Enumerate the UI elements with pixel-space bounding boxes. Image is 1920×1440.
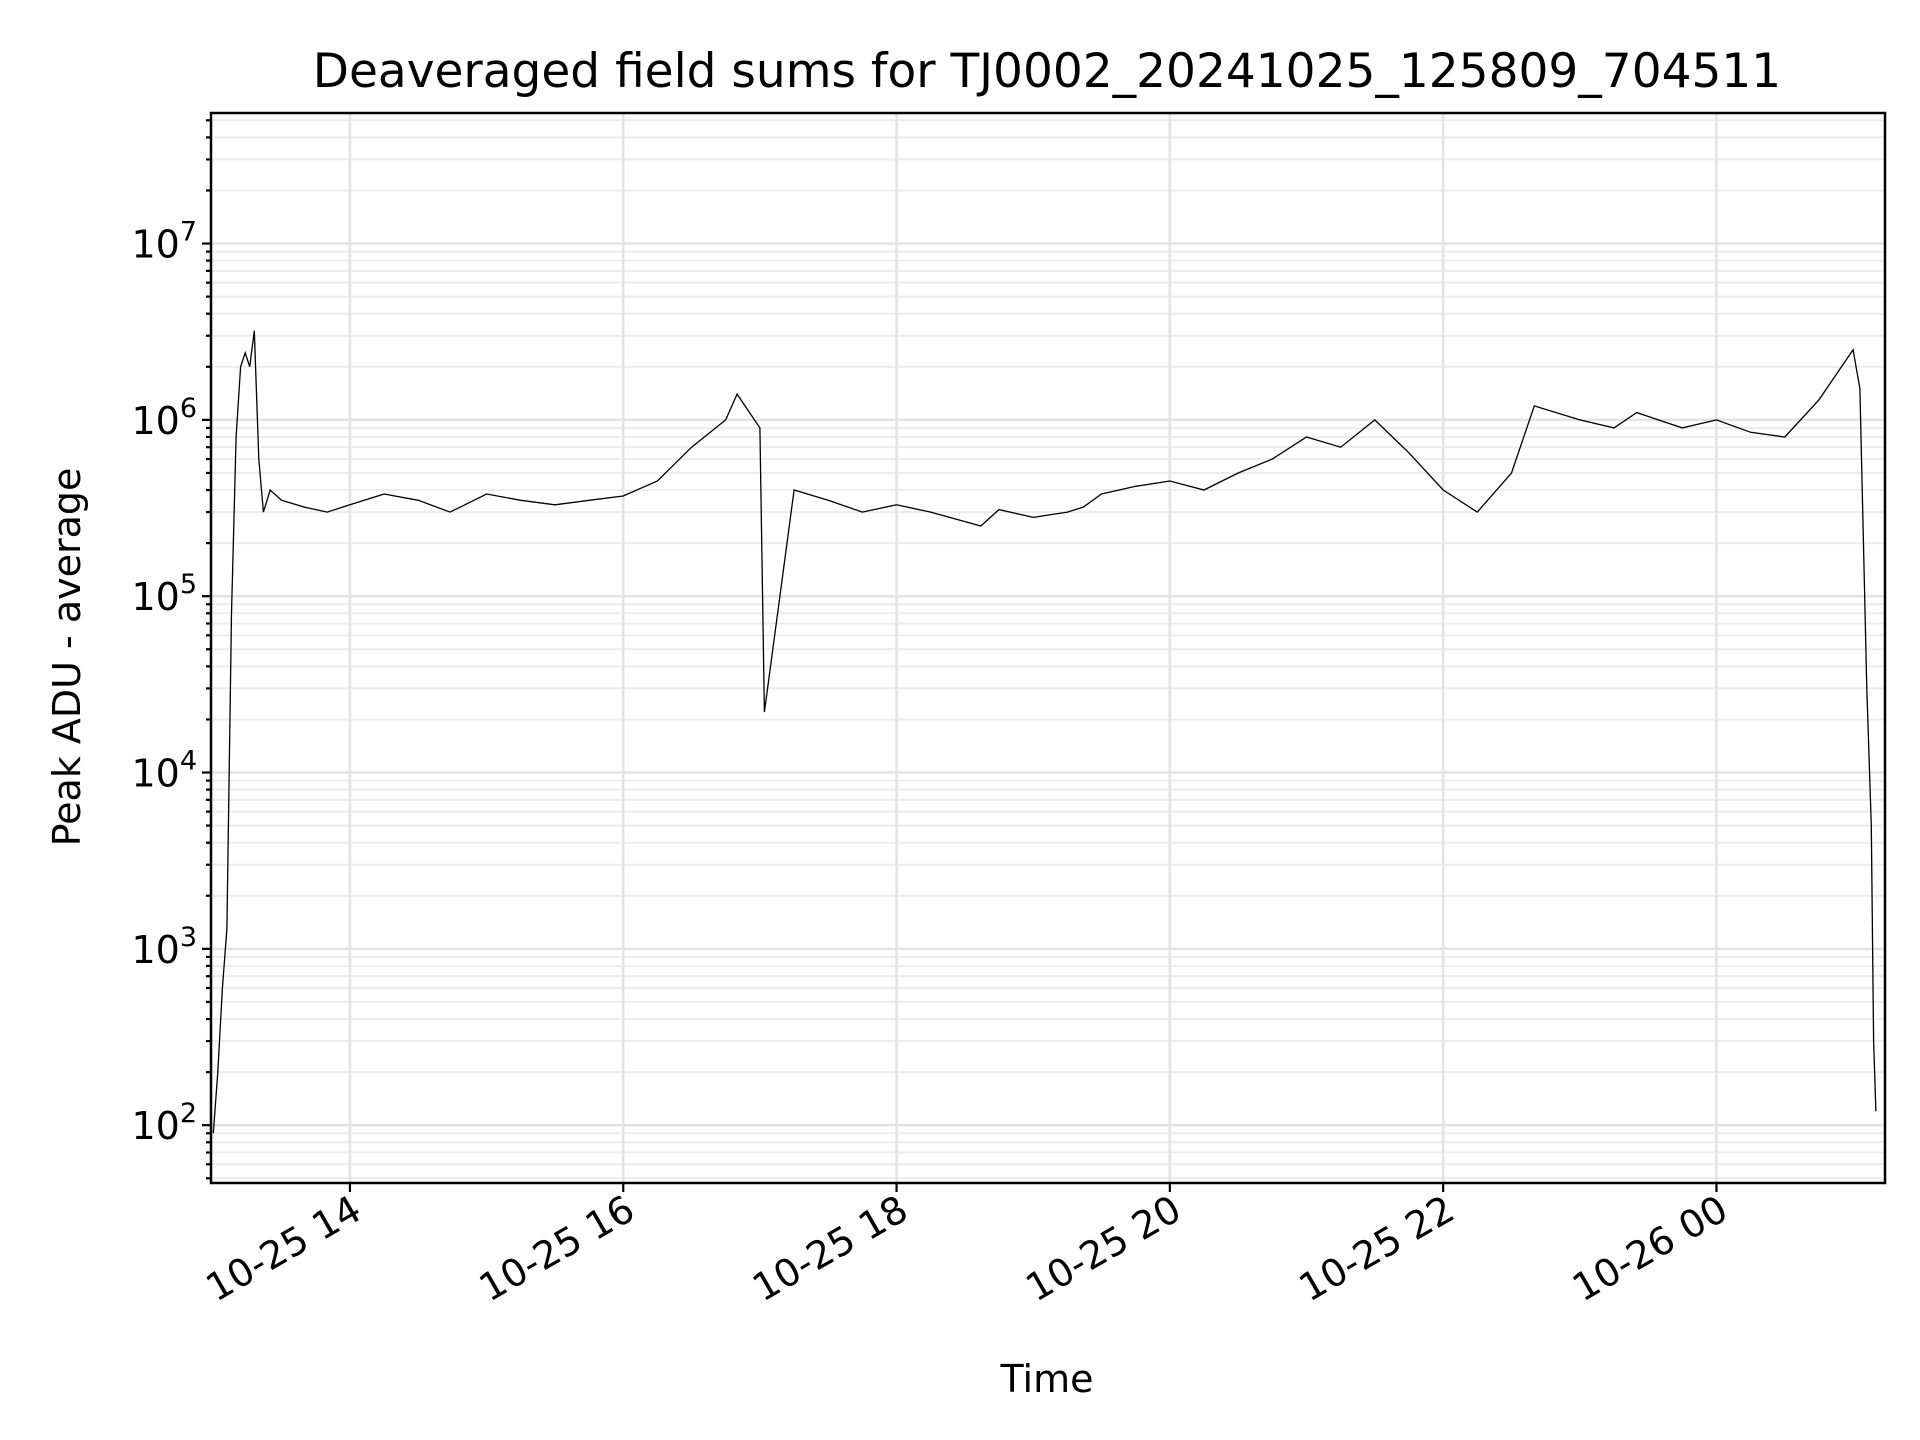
series-line (212, 330, 1877, 1134)
gridlines (211, 113, 1885, 1183)
y-tick-label: 106 (131, 393, 197, 443)
y-axis-label: Peak ADU - average (45, 468, 89, 847)
plot-frame (209, 111, 1887, 1185)
y-tick-label: 107 (131, 217, 197, 267)
y-tick-label: 104 (131, 746, 197, 796)
y-tick-label: 103 (131, 922, 197, 972)
y-tick-label: 105 (131, 569, 197, 619)
series-group (212, 330, 1877, 1134)
x-axis-label: Time (1000, 1357, 1094, 1401)
y-tick-label: 102 (131, 1098, 197, 1148)
chart-title: Deaveraged field sums for TJ0002_2024102… (313, 44, 1781, 99)
